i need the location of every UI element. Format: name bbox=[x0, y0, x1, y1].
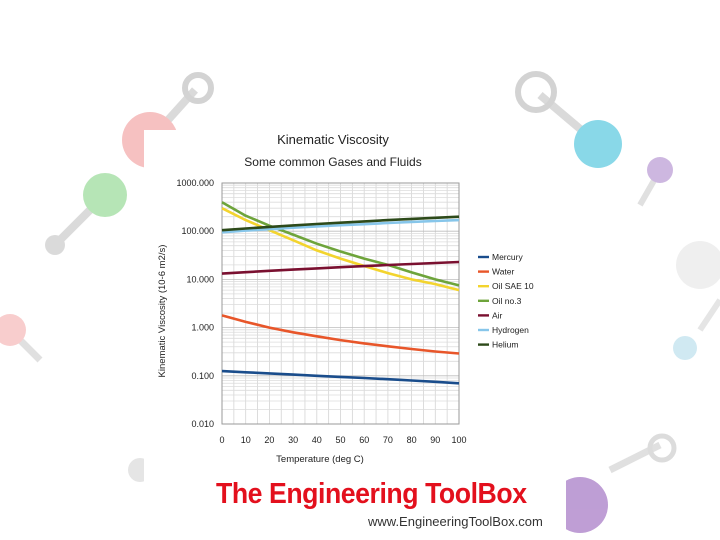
legend-label-hydrogen: Hydrogen bbox=[492, 325, 529, 335]
brand-url: www.EngineeringToolBox.com bbox=[368, 514, 543, 529]
tick-labels: 0 10 20 30 40 50 60 70 80 90 100 1000.000 100.000 10.… bbox=[176, 178, 466, 445]
x-tick-label: 90 bbox=[430, 435, 440, 445]
series-line-oil-no-3 bbox=[221, 201, 460, 287]
x-tick-label: 70 bbox=[383, 435, 393, 445]
legend: Mercury Water Oil SAE 10 Oil no.3 Air Hydroge… bbox=[478, 252, 534, 350]
series-line-helium bbox=[221, 215, 460, 232]
series-lines bbox=[221, 201, 460, 385]
legend-label-mercury: Mercury bbox=[492, 252, 523, 262]
brand-logo: The Engineering ToolBox bbox=[216, 478, 527, 510]
y-tick-label: 1000.000 bbox=[176, 178, 214, 188]
y-tick-label: 1.000 bbox=[191, 323, 214, 333]
y-tick-label: 0.010 bbox=[191, 419, 214, 429]
x-tick-label: 40 bbox=[312, 435, 322, 445]
x-tick-label: 0 bbox=[219, 435, 224, 445]
series-line-water bbox=[221, 314, 460, 355]
chart-title: Kinematic Viscosity bbox=[277, 132, 389, 147]
x-tick-label: 60 bbox=[359, 435, 369, 445]
x-tick-label: 50 bbox=[335, 435, 345, 445]
x-tick-label: 80 bbox=[407, 435, 417, 445]
series-line-air bbox=[221, 260, 460, 275]
y-axis-label: Kinematic Viscosity (10-6 m2/s) bbox=[157, 245, 168, 378]
legend-label-water: Water bbox=[492, 267, 515, 277]
legend-label-oil-no-3: Oil no.3 bbox=[492, 296, 522, 306]
x-tick-label: 100 bbox=[451, 435, 466, 445]
x-tick-label: 10 bbox=[241, 435, 251, 445]
chart-subtitle: Some common Gases and Fluids bbox=[244, 155, 421, 169]
legend-label-oil-sae-10: Oil SAE 10 bbox=[492, 281, 534, 291]
y-tick-label: 0.100 bbox=[191, 371, 214, 381]
x-tick-label: 20 bbox=[264, 435, 274, 445]
legend-label-helium: Helium bbox=[492, 340, 518, 350]
series-line-mercury bbox=[221, 369, 460, 385]
y-tick-label: 100.000 bbox=[181, 226, 214, 236]
x-axis-label: Temperature (deg C) bbox=[276, 454, 364, 465]
legend-label-air: Air bbox=[492, 310, 503, 320]
y-tick-label: 10.000 bbox=[186, 274, 214, 284]
series-line-hydrogen bbox=[221, 218, 460, 234]
plot-area bbox=[221, 182, 460, 425]
x-tick-label: 30 bbox=[288, 435, 298, 445]
